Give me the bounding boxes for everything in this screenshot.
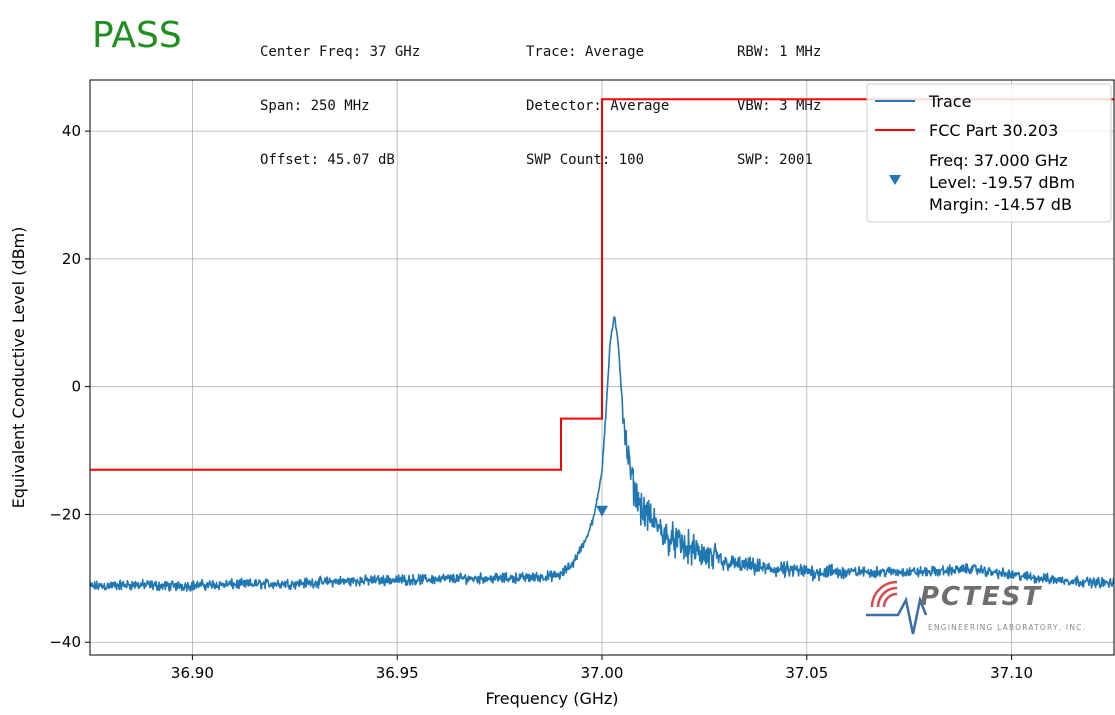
x-axis-label: Frequency (GHz) <box>485 689 618 708</box>
trace-line <box>90 316 1114 592</box>
sweep-points-label: SWP: 2001 <box>737 152 813 168</box>
sweep-count-label: SWP Count: 100 <box>526 152 645 168</box>
x-tick-label: 36.95 <box>376 664 419 682</box>
y-tick-label: −40 <box>49 633 81 651</box>
x-tick-label: 37.05 <box>785 664 828 682</box>
trace-mode-label: Trace: Average <box>526 44 645 60</box>
span-label: Span: 250 MHz <box>260 98 370 114</box>
legend-box <box>866 83 1112 223</box>
y-tick-label: 40 <box>62 122 81 140</box>
y-tick-label: 20 <box>62 250 81 268</box>
legend-marker-line: Freq: 37.000 GHz <box>929 151 1068 170</box>
x-tick-label: 37.10 <box>990 664 1033 682</box>
vbw-label: VBW: 3 MHz <box>737 98 822 114</box>
pctest-logo-icon <box>866 580 928 635</box>
rbw-label: RBW: 1 MHz <box>737 44 822 60</box>
y-tick-label: −20 <box>49 505 81 523</box>
logo-tagline: ENGINEERING LABORATORY, INC. <box>928 623 1086 632</box>
x-tick-label: 36.90 <box>171 664 214 682</box>
legend-marker-line: Level: -19.57 dBm <box>929 173 1075 192</box>
legend-trace-label: Trace <box>928 92 971 111</box>
legend-fcc-label: FCC Part 30.203 <box>929 121 1058 140</box>
logo-name: PCTEST <box>920 582 1042 612</box>
peak-marker <box>596 505 608 517</box>
pass-status: PASS <box>92 15 182 56</box>
offset-label: Offset: 45.07 dB <box>260 152 395 168</box>
center-freq-label: Center Freq: 37 GHz <box>260 44 421 60</box>
y-tick-label: 0 <box>71 378 81 396</box>
fcc-limit-line <box>90 98 1114 471</box>
settings-column-2: Trace: Average Detector: Average SWP Cou… <box>526 7 669 205</box>
legend-marker-line: Margin: -14.57 dB <box>929 195 1072 214</box>
y-axis-label: Equivalent Conductive Level (dBm) <box>9 227 28 509</box>
settings-column-3: RBW: 1 MHz VBW: 3 MHz SWP: 2001 <box>737 7 821 205</box>
detector-label: Detector: Average <box>526 98 670 114</box>
legend-marker-swatch <box>889 175 901 185</box>
settings-column-1: Center Freq: 37 GHz Span: 250 MHz Offset… <box>260 7 420 205</box>
x-tick-label: 37.00 <box>581 664 624 682</box>
pctest-logo: PCTEST ENGINEERING LABORATORY, INC. <box>866 580 1086 635</box>
